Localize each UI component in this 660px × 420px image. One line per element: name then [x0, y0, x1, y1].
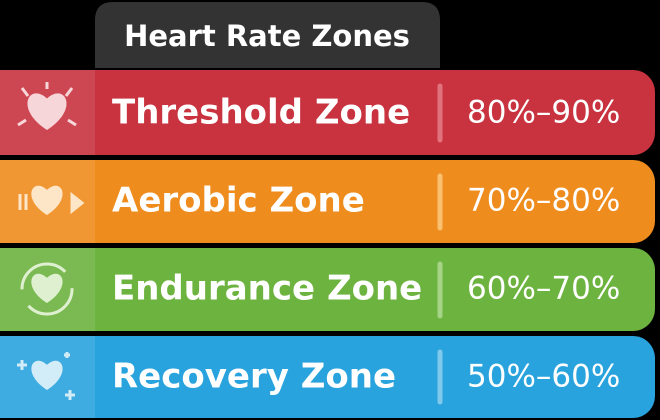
band	[0, 70, 655, 155]
sparkle-icon	[17, 352, 75, 400]
cycle-icon	[20, 262, 74, 316]
zone-range: 60%–70%	[467, 271, 620, 307]
band	[0, 336, 655, 418]
band	[0, 248, 655, 331]
zone-endurance: Endurance Zone 60%–70%	[0, 248, 655, 331]
zone-range: 50%–60%	[467, 359, 620, 395]
heart-icon	[27, 93, 67, 130]
arrow-icon	[18, 191, 85, 215]
zone-name: Endurance Zone	[112, 269, 422, 309]
title: Heart Rate Zones	[124, 19, 410, 53]
zone-aerobic: Aerobic Zone 70%–80%	[0, 160, 655, 243]
heart-icon	[31, 360, 63, 390]
zone-threshold: Threshold Zone 80%–90%	[0, 70, 655, 155]
heart-icon	[31, 273, 63, 303]
zone-recovery: Recovery Zone 50%–60%	[0, 336, 655, 418]
zone-name: Recovery Zone	[112, 357, 396, 397]
heart-icon	[31, 185, 63, 215]
zone-name: Threshold Zone	[112, 93, 410, 133]
band	[0, 160, 655, 243]
burst-icon	[17, 82, 77, 127]
zone-range: 70%–80%	[467, 183, 620, 219]
title-tab	[95, 2, 440, 68]
zone-name: Aerobic Zone	[112, 181, 365, 221]
zone-range: 80%–90%	[467, 95, 620, 131]
